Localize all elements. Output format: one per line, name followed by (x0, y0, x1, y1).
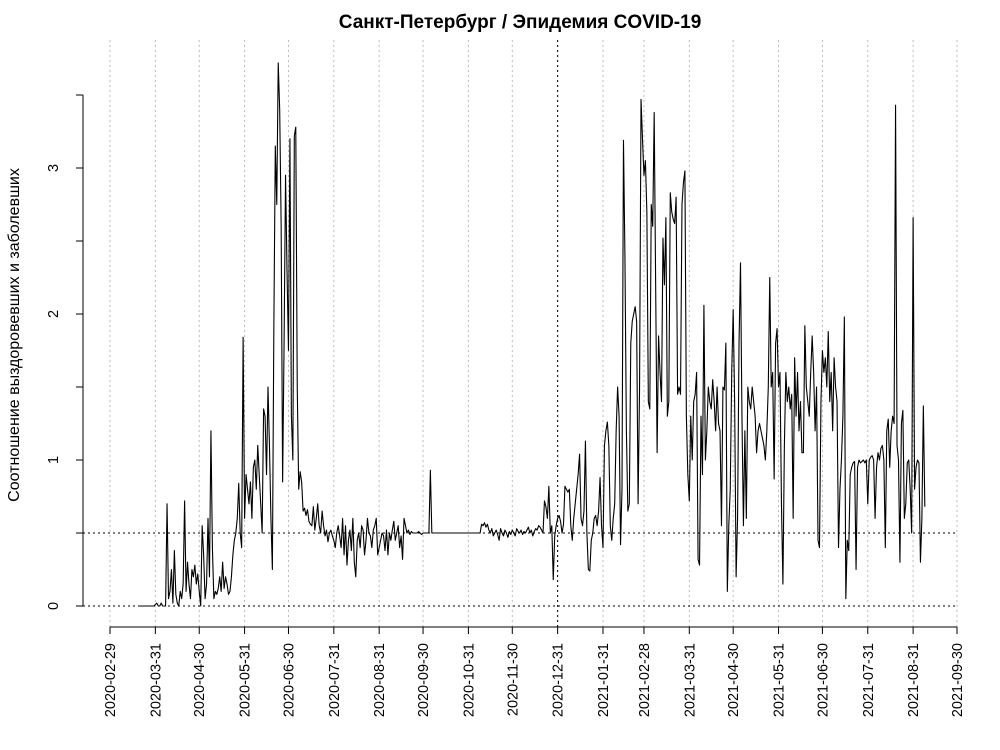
y-axis-label: Соотношение выздоровевших и заболевших (6, 168, 23, 502)
x-tick-label: 2020-04-30 (192, 643, 208, 717)
x-tick-label: 2021-04-30 (726, 643, 742, 717)
x-tick-label: 2020-10-31 (461, 643, 477, 717)
x-tick-label: 2020-11-30 (505, 643, 521, 716)
x-tick-label: 2021-09-30 (950, 643, 966, 717)
x-tick-label: 2020-09-30 (416, 643, 432, 717)
y-tick-label: 0 (46, 602, 62, 610)
x-tick-label: 2021-06-30 (815, 643, 831, 717)
x-tick-label: 2021-08-31 (906, 643, 922, 717)
x-tick-label: 2020-05-31 (238, 643, 254, 717)
y-tick-label: 3 (46, 164, 62, 172)
x-tick-label: 2020-08-31 (372, 643, 388, 717)
series-line (139, 62, 926, 607)
series-layer (139, 62, 926, 607)
x-tick-label: 2021-01-31 (596, 643, 612, 717)
x-tick-label: 2021-02-28 (637, 643, 653, 717)
y-tick-label: 2 (46, 310, 62, 318)
x-tick-label: 2020-02-29 (103, 643, 119, 717)
x-tick-label: 2021-07-31 (861, 643, 877, 717)
chart-title: Санкт-Петербург / Эпидемия COVID-19 (339, 12, 702, 33)
x-tick-label: 2020-07-31 (327, 643, 343, 717)
y-tick-label: 1 (46, 456, 62, 464)
x-tick-label: 2020-03-31 (148, 643, 164, 717)
x-tick-label: 2020-06-30 (281, 643, 297, 717)
x-tick-label: 2021-03-31 (682, 643, 698, 717)
x-tick-label: 2021-05-31 (772, 643, 788, 717)
axes: 0 1 2 3 2020-02-29 2020-03-31 2020-04-30 2020-0… (46, 94, 966, 717)
x-tick-label: 2020-12-31 (551, 643, 567, 717)
